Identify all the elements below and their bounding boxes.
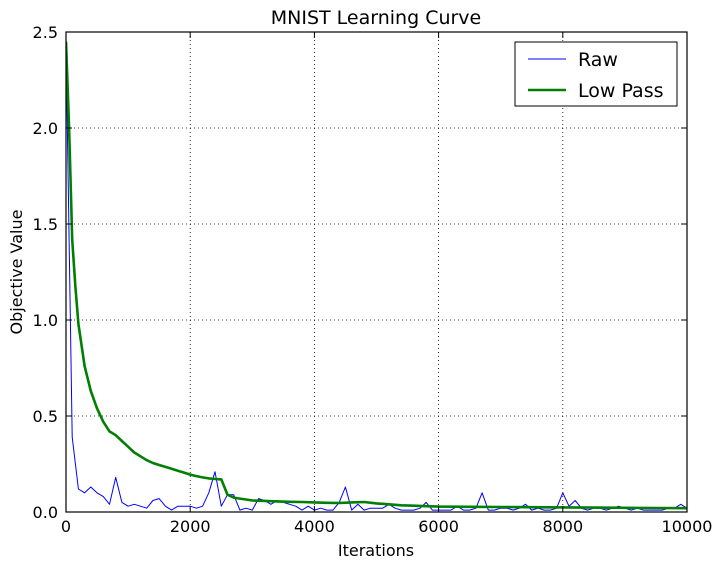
- x-tick-label: 8000: [542, 517, 583, 536]
- y-tick-label: 2.0: [33, 119, 58, 138]
- y-tick-label: 0.0: [33, 503, 58, 522]
- legend: Raw Low Pass: [514, 41, 678, 107]
- x-tick-label: 0: [61, 517, 71, 536]
- ticks: 0 2000 4000 6000 8000 10000 0.0 0.5 1.0 1.5 2.0 2.5: [33, 23, 713, 536]
- legend-label: Low Pass: [578, 80, 664, 102]
- grid: [66, 32, 687, 512]
- series-line-low-pass: [66, 41, 687, 510]
- x-tick-label: 2000: [170, 517, 211, 536]
- y-tick-label: 0.5: [33, 407, 58, 426]
- plot-area: [66, 41, 687, 511]
- series-line-raw: [66, 41, 687, 511]
- x-tick-label: 10000: [662, 517, 713, 536]
- y-tick-label: 1.0: [33, 311, 58, 330]
- chart-title: MNIST Learning Curve: [271, 7, 482, 29]
- x-tick-label: 4000: [294, 517, 335, 536]
- y-tick-label: 1.5: [33, 215, 58, 234]
- legend-label: Raw: [578, 49, 618, 71]
- x-tick-label: 6000: [418, 517, 459, 536]
- y-axis-label: Objective Value: [7, 210, 26, 335]
- y-tick-label: 2.5: [33, 23, 58, 42]
- legend-box: [514, 41, 678, 107]
- axes-frame: [65, 31, 688, 513]
- x-axis-label: Iterations: [338, 541, 414, 560]
